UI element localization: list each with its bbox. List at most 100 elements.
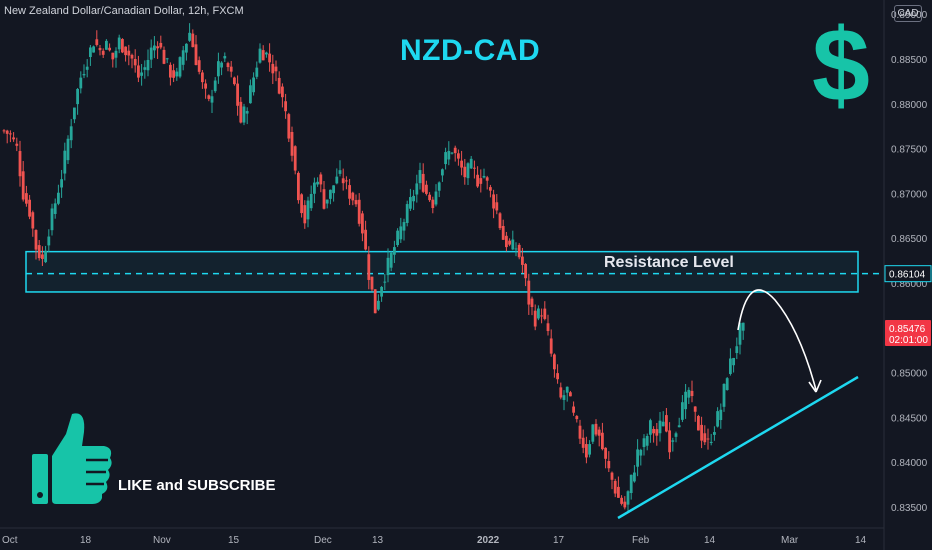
candle-body	[597, 429, 601, 436]
candle-body	[274, 66, 278, 72]
candle-body	[585, 444, 588, 458]
candle-body	[655, 429, 659, 436]
candle-body	[652, 428, 655, 434]
candle-body	[197, 60, 201, 72]
candle-body	[111, 52, 115, 60]
y-tick-label: 0.86000	[891, 279, 928, 290]
candle-body	[223, 56, 227, 59]
y-tick-label: 0.88000	[891, 100, 928, 111]
candle-body	[377, 300, 380, 310]
candle-body	[386, 257, 390, 276]
candle-body	[706, 438, 710, 440]
candle-body	[473, 167, 476, 169]
candle-body	[345, 180, 348, 182]
candle-body	[140, 72, 143, 76]
forecast-arrowhead	[808, 379, 822, 393]
candle-body	[604, 447, 607, 459]
candle-body	[425, 184, 428, 194]
candle-body	[396, 230, 399, 246]
candle-body	[527, 280, 531, 305]
candle-body	[572, 406, 575, 413]
y-tick-label: 0.84000	[891, 458, 928, 469]
support-trendline	[617, 375, 859, 520]
thumbs-up-icon	[32, 413, 112, 504]
candle-body	[169, 64, 172, 78]
candle-body	[207, 95, 211, 99]
y-tick-label: 0.84500	[891, 413, 928, 424]
candle-body	[66, 138, 70, 161]
candle-body	[521, 256, 524, 265]
candle-body	[41, 254, 44, 259]
candle-body	[530, 298, 534, 308]
candle-body	[690, 390, 694, 397]
candle-body	[12, 137, 15, 140]
candle-body	[581, 437, 585, 448]
candle-body	[389, 252, 393, 268]
candle-body	[242, 106, 246, 123]
candle-body	[562, 395, 566, 400]
candle-body	[431, 199, 435, 209]
dollar-sign-icon: $	[812, 8, 870, 124]
candle-body	[642, 438, 646, 448]
candle-body	[469, 158, 473, 169]
candle-body	[284, 101, 287, 112]
candle-body	[524, 264, 527, 279]
candle-body	[322, 189, 326, 209]
candle-body	[633, 472, 636, 482]
y-tick-label: 0.86500	[891, 234, 928, 245]
candle-body	[677, 425, 681, 428]
candle-body	[300, 194, 303, 214]
candle-body	[735, 346, 739, 354]
candle-body	[21, 171, 25, 200]
candle-body	[121, 39, 124, 53]
candle-body	[261, 50, 265, 61]
candle-body	[620, 497, 623, 504]
candle-body	[57, 192, 60, 204]
like-subscribe-label: LIKE and SUBSCRIBE	[118, 477, 276, 494]
candle-body	[293, 146, 297, 171]
candle-body	[697, 416, 700, 431]
candle-body	[236, 83, 239, 106]
candle-body	[559, 387, 563, 398]
candle-body	[405, 204, 409, 223]
candle-body	[476, 174, 479, 187]
candle-body	[402, 222, 406, 231]
candle-body	[517, 244, 521, 258]
candle-body	[249, 85, 252, 104]
candle-body	[297, 172, 300, 201]
y-tick-label: 0.85000	[891, 369, 928, 380]
candle-body	[348, 185, 351, 199]
candle-body	[226, 63, 230, 68]
candle-body	[201, 72, 204, 83]
candle-body	[671, 440, 675, 442]
y-tick-label: 0.89000	[891, 10, 928, 21]
candle-body	[181, 50, 185, 65]
candle-body	[713, 432, 716, 435]
candle-body	[69, 126, 73, 141]
candle-body	[460, 160, 463, 168]
candle-body	[505, 235, 508, 248]
candle-body	[546, 323, 550, 332]
candle-body	[146, 59, 150, 71]
candle-body	[613, 480, 617, 494]
candle-body	[354, 200, 358, 205]
candle-body	[553, 354, 556, 370]
candle-body	[540, 315, 543, 317]
forecast-arrow	[737, 289, 817, 391]
candle-body	[626, 491, 630, 505]
y-tick-label: 0.83500	[891, 503, 928, 514]
candle-body	[204, 83, 207, 89]
candle-body	[437, 182, 441, 191]
candle-body	[399, 226, 403, 240]
candle-body	[306, 200, 310, 220]
candle-body	[18, 151, 22, 177]
candle-body	[165, 58, 169, 60]
candle-body	[188, 32, 191, 41]
candle-body	[665, 415, 668, 432]
x-tick-label: Oct	[2, 535, 18, 546]
candle-body	[681, 402, 684, 420]
currency-badge[interactable]: CAD	[894, 5, 922, 22]
candle-body	[108, 47, 111, 51]
candle-body	[229, 66, 233, 72]
